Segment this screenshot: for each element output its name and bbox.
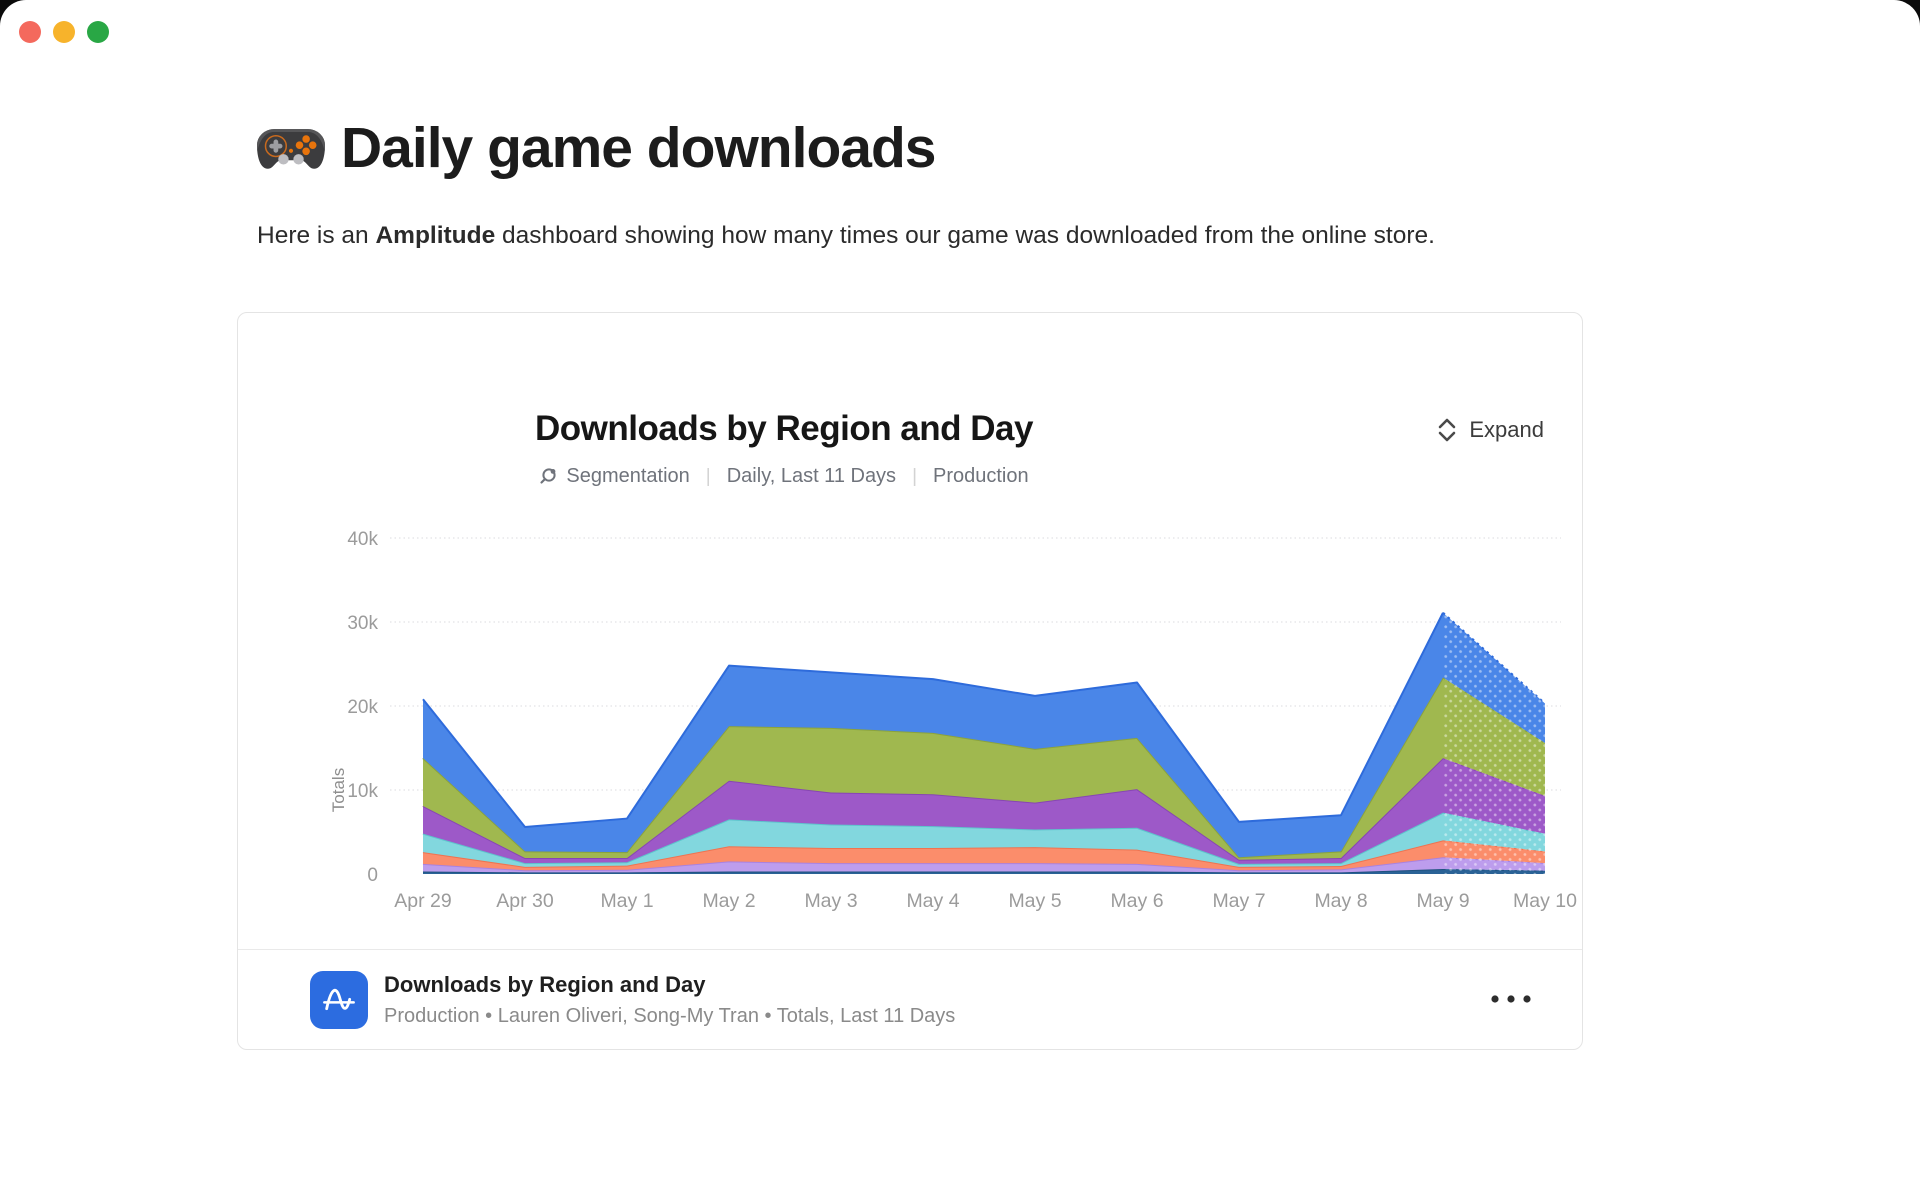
area-edge-blue [422, 612, 1444, 828]
expand-button[interactable]: Expand [1436, 417, 1544, 443]
meta-item-label: Segmentation [566, 465, 690, 487]
intro-prefix: Here is an [257, 222, 376, 249]
meta-item-segmentation: Segmentation [539, 465, 690, 488]
y-tick-label: 20k [347, 697, 378, 718]
embed-subtitle: Production • Lauren Oliveri, Song-My Tra… [384, 1004, 956, 1027]
area-band-purple [423, 758, 1545, 864]
amplitude-embed-card: Downloads by Region and Day Segmentation… [237, 312, 1583, 1050]
meta-item-label: Daily, Last 11 Days [726, 465, 897, 487]
x-tick-label: May 8 [1314, 890, 1367, 912]
chart-meta: Segmentation | Daily, Last 11 Days | Product… [238, 465, 1330, 488]
x-tick-label: May 7 [1212, 890, 1265, 912]
embed-title: Downloads by Region and Day [384, 971, 706, 997]
ellipsis-icon [1491, 995, 1531, 1003]
intro-suffix: dashboard showing how many times our gam… [495, 222, 1435, 249]
amplitude-logo-icon [310, 970, 368, 1029]
meta-item-label: Production [933, 465, 1029, 487]
chart-header: Downloads by Region and Day Segmentation… [238, 313, 1330, 488]
x-tick-label: May 3 [804, 890, 857, 912]
x-tick-label: Apr 30 [496, 890, 554, 912]
gamepad-icon [257, 129, 325, 169]
x-tick-label: May 10 [1513, 890, 1577, 912]
window-controls [19, 21, 109, 43]
expand-icon [1439, 418, 1456, 442]
area-band-teal [423, 812, 1545, 867]
y-tick-label: 0 [367, 865, 378, 886]
close-window-button[interactable] [19, 21, 41, 43]
y-axis-title: Totals [329, 768, 348, 812]
meta-item-daily-last-11-days: Daily, Last 11 Days [727, 465, 896, 488]
area-band-orange [423, 840, 1545, 871]
area-band-blue [423, 612, 1545, 858]
meta-separator: | [912, 465, 917, 487]
more-options-button[interactable] [1480, 982, 1542, 1017]
x-tick-label: Apr 29 [394, 890, 451, 912]
incomplete-data-overlay [1443, 612, 1545, 874]
intro-paragraph: Here is an Amplitude dashboard showing h… [257, 216, 1657, 255]
x-tick-label: May 4 [906, 890, 959, 912]
y-tick-label: 40k [347, 529, 378, 550]
x-tick-label: May 5 [1008, 890, 1061, 912]
x-tick-label: May 9 [1416, 890, 1469, 912]
x-tick-label: May 6 [1110, 890, 1163, 912]
minimize-window-button[interactable] [53, 21, 75, 43]
expand-label: Expand [1469, 417, 1544, 442]
y-tick-label: 30k [347, 613, 378, 634]
area-band-green [423, 677, 1545, 860]
x-tick-label: May 1 [600, 890, 653, 912]
page-title-text: Daily game downloads [341, 116, 936, 180]
meta-separator: | [705, 465, 711, 487]
chart-title: Downloads by Region and Day [535, 409, 1033, 448]
y-tick-label: 10k [347, 781, 378, 802]
intro-bold: Amplitude [375, 222, 496, 249]
x-tick-label: May 2 [702, 890, 755, 912]
meta-item-production: Production [933, 465, 1029, 488]
chart-card-footer: Downloads by Region and Day Production •… [238, 949, 1582, 1049]
stacked-area-chart: 0 10k 20k 30k 40k Totals Apr 29 Apr 30 May 1 May … [329, 529, 1577, 912]
page-title: Daily game downloads [257, 115, 936, 181]
segmentation-icon [540, 468, 556, 484]
area-band-lavender [423, 857, 1545, 873]
zoom-window-button[interactable] [87, 21, 109, 43]
